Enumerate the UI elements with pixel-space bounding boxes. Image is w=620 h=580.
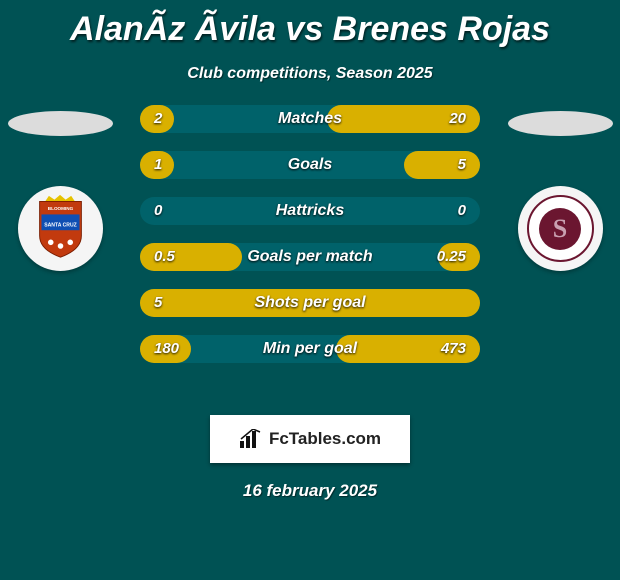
team-right-badge: S [518,186,603,271]
date-text: 16 february 2025 [0,481,620,501]
stat-row: 180473Min per goal [140,335,480,363]
team-left-badge: BLOOMING SANTA CRUZ [18,186,103,271]
stat-label: Min per goal [140,335,480,363]
stat-label: Shots per goal [140,289,480,317]
blooming-crest-icon: BLOOMING SANTA CRUZ [36,194,85,259]
player-right-column: S [500,105,620,271]
comparison-area: BLOOMING SANTA CRUZ S 220Matches 15Goals 0… [0,105,620,405]
stat-label: Hattricks [140,197,480,225]
player-right-silhouette [508,111,613,136]
saprissa-crest-icon: S [527,195,594,262]
stat-row: 0.50.25Goals per match [140,243,480,271]
stat-row: 5Shots per goal [140,289,480,317]
page-title: AlanÃz Ãvila vs Brenes Rojas [0,0,620,49]
svg-text:SANTA CRUZ: SANTA CRUZ [44,223,77,229]
stat-label: Matches [140,105,480,133]
stat-label: Goals per match [140,243,480,271]
player-left-column: BLOOMING SANTA CRUZ [0,105,120,271]
brand-label: FcTables.com [269,429,381,449]
brand-box: FcTables.com [210,415,410,463]
stat-row: 15Goals [140,151,480,179]
player-left-silhouette [8,111,113,136]
stat-label: Goals [140,151,480,179]
subtitle: Club competitions, Season 2025 [0,65,620,83]
fctables-logo-icon [239,429,263,449]
stat-row: 220Matches [140,105,480,133]
saprissa-letter: S [539,208,581,250]
svg-text:BLOOMING: BLOOMING [47,206,73,211]
stat-rows: 220Matches 15Goals 00Hattricks 0.50.25Goals… [140,105,480,381]
stat-row: 00Hattricks [140,197,480,225]
